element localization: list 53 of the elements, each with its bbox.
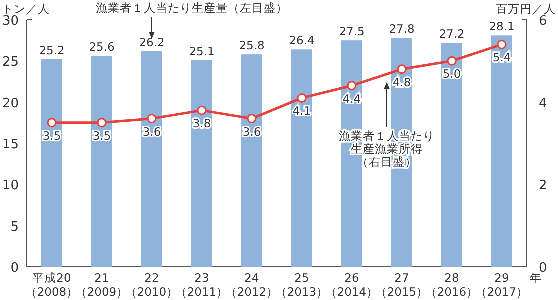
data-label: 4.8 [392, 75, 412, 90]
point [147, 114, 157, 124]
point [47, 118, 57, 128]
y-tick-label: 30 [2, 14, 19, 29]
point [197, 106, 207, 116]
data-label: 27.2 [439, 27, 465, 42]
y-tick-label: 25 [2, 55, 19, 70]
y-tick-label: 15 [2, 138, 19, 152]
data-label: 5.4 [492, 50, 512, 65]
data-label: 25.1 [189, 44, 215, 58]
y-tick-label: 20 [2, 96, 19, 112]
data-label: 26.4 [289, 34, 315, 48]
y-tick-label: 10 [2, 178, 19, 194]
bar [442, 43, 462, 267]
y-axis-title: トン／人 [2, 2, 50, 16]
y-tick-label: 0 [10, 261, 19, 276]
bar [242, 54, 262, 267]
text: 漁業者１人当たり生産量（左目盛） [96, 1, 288, 15]
data-label: 26.2 [139, 35, 165, 50]
data-label: 3.5 [92, 128, 112, 143]
data-label: 27.8 [389, 22, 415, 36]
data-label: 25.2 [39, 44, 65, 58]
data-label: 5.0 [442, 67, 462, 82]
bar [92, 56, 112, 267]
point [247, 114, 257, 124]
bar [142, 51, 162, 267]
y2-tick-label: 6 [539, 14, 548, 29]
data-label: 3.8 [192, 116, 212, 131]
y2-axis-title: 百万円／人 [496, 2, 556, 16]
data-label: 3.5 [42, 128, 62, 143]
point [447, 56, 457, 66]
bar [492, 36, 512, 267]
data-label: 3.6 [142, 124, 162, 139]
point [97, 118, 107, 128]
bar [292, 50, 312, 267]
data-label: 3.6 [242, 124, 262, 139]
bar [42, 60, 62, 267]
point [497, 40, 507, 50]
y2-tick-label: 4 [539, 96, 548, 112]
y2-tick-label: 2 [539, 178, 548, 194]
data-label: 25.8 [239, 38, 265, 53]
point [397, 64, 407, 74]
point [347, 81, 357, 91]
data-label: 4.1 [292, 104, 312, 118]
point [297, 93, 307, 103]
x-axis-title: 年 [530, 271, 542, 285]
data-label: 4.4 [342, 92, 362, 106]
data-label: 25.6 [89, 40, 115, 54]
bar [192, 60, 212, 267]
y-tick-label: 5 [10, 220, 19, 235]
y2-tick-label: 0 [539, 261, 548, 276]
data-label: 27.5 [339, 24, 365, 39]
data-label: 28.1 [489, 20, 515, 34]
